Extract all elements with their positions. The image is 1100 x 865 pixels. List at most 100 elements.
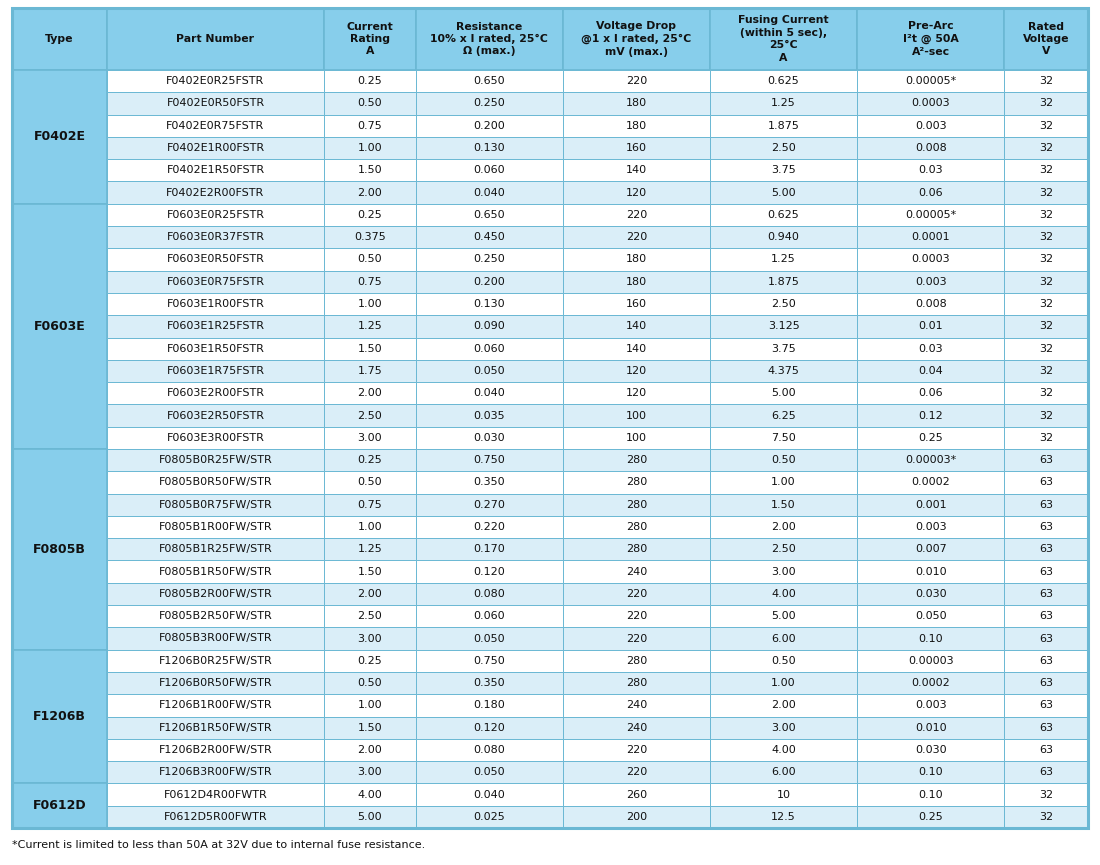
Bar xyxy=(324,382,416,405)
Bar xyxy=(1004,248,1088,271)
Bar xyxy=(710,739,857,761)
Bar xyxy=(107,293,324,315)
Text: 0.008: 0.008 xyxy=(915,143,947,153)
Text: F1206B3R00FW/STR: F1206B3R00FW/STR xyxy=(158,767,273,778)
Bar xyxy=(1004,761,1088,784)
Text: 0.50: 0.50 xyxy=(358,254,382,265)
Text: 3.00: 3.00 xyxy=(358,432,382,443)
Bar xyxy=(107,695,324,716)
Text: 1.25: 1.25 xyxy=(358,322,383,331)
Bar xyxy=(857,204,1004,226)
Text: 0.003: 0.003 xyxy=(915,701,947,710)
Text: 0.040: 0.040 xyxy=(473,790,505,799)
Text: 1.875: 1.875 xyxy=(768,277,800,287)
Text: 0.035: 0.035 xyxy=(473,411,505,420)
Text: F0603E0R25FSTR: F0603E0R25FSTR xyxy=(166,210,264,220)
Text: 220: 220 xyxy=(626,745,647,755)
Bar xyxy=(324,405,416,426)
Bar xyxy=(324,114,416,137)
Bar xyxy=(416,114,563,137)
Text: 32: 32 xyxy=(1040,411,1053,420)
Bar xyxy=(563,360,710,382)
Bar xyxy=(107,605,324,627)
Text: 63: 63 xyxy=(1040,544,1053,554)
Bar xyxy=(857,293,1004,315)
Text: 0.06: 0.06 xyxy=(918,188,943,197)
Bar xyxy=(563,805,710,828)
Bar xyxy=(416,382,563,405)
Text: 63: 63 xyxy=(1040,500,1053,509)
Bar xyxy=(563,605,710,627)
Bar xyxy=(710,182,857,204)
Bar xyxy=(563,405,710,426)
Bar xyxy=(1004,784,1088,805)
Bar xyxy=(416,426,563,449)
Bar xyxy=(563,204,710,226)
Bar xyxy=(416,137,563,159)
Bar xyxy=(107,561,324,583)
Text: 3.75: 3.75 xyxy=(771,165,796,176)
Text: F0805B2R50FW/STR: F0805B2R50FW/STR xyxy=(158,612,273,621)
Bar xyxy=(710,248,857,271)
Bar xyxy=(107,739,324,761)
Bar xyxy=(710,471,857,494)
Text: 0.0002: 0.0002 xyxy=(912,678,950,688)
Bar xyxy=(857,426,1004,449)
Text: 32: 32 xyxy=(1040,210,1053,220)
Text: 0.003: 0.003 xyxy=(915,277,947,287)
Text: 32: 32 xyxy=(1040,366,1053,376)
Text: Rated
Voltage
V: Rated Voltage V xyxy=(1023,22,1069,56)
Bar xyxy=(857,315,1004,337)
Text: 280: 280 xyxy=(626,522,647,532)
Bar xyxy=(107,159,324,182)
Text: 0.010: 0.010 xyxy=(915,722,947,733)
Bar xyxy=(710,226,857,248)
Text: 280: 280 xyxy=(626,678,647,688)
Text: 220: 220 xyxy=(626,232,647,242)
Bar xyxy=(710,8,857,70)
Bar xyxy=(857,695,1004,716)
Bar xyxy=(1004,8,1088,70)
Text: 0.00003*: 0.00003* xyxy=(905,455,956,465)
Text: F1206B1R50FW/STR: F1206B1R50FW/STR xyxy=(158,722,273,733)
Bar xyxy=(710,784,857,805)
Text: 63: 63 xyxy=(1040,522,1053,532)
Bar xyxy=(416,182,563,204)
Text: 1.25: 1.25 xyxy=(771,254,796,265)
Bar xyxy=(857,561,1004,583)
Text: 0.01: 0.01 xyxy=(918,322,943,331)
Bar xyxy=(107,70,324,93)
Bar xyxy=(710,271,857,293)
Text: 0.025: 0.025 xyxy=(473,812,505,822)
Text: 3.00: 3.00 xyxy=(358,767,382,778)
Bar xyxy=(107,716,324,739)
Text: 0.200: 0.200 xyxy=(473,121,505,131)
Text: 0.10: 0.10 xyxy=(918,790,943,799)
Text: 63: 63 xyxy=(1040,656,1053,666)
Bar xyxy=(710,360,857,382)
Text: 32: 32 xyxy=(1040,343,1053,354)
Text: 32: 32 xyxy=(1040,812,1053,822)
Bar xyxy=(107,137,324,159)
Bar xyxy=(1004,226,1088,248)
Bar xyxy=(1004,204,1088,226)
Text: F0805B0R25FW/STR: F0805B0R25FW/STR xyxy=(158,455,273,465)
Bar xyxy=(857,337,1004,360)
Text: F0402E1R50FSTR: F0402E1R50FSTR xyxy=(166,165,265,176)
Bar xyxy=(324,360,416,382)
Text: 1.50: 1.50 xyxy=(358,567,382,577)
Bar xyxy=(324,650,416,672)
Text: F0402E0R50FSTR: F0402E0R50FSTR xyxy=(166,99,265,108)
Text: 180: 180 xyxy=(626,254,647,265)
Bar xyxy=(563,739,710,761)
Bar xyxy=(416,471,563,494)
Text: 1.00: 1.00 xyxy=(358,299,382,309)
Bar xyxy=(857,761,1004,784)
Bar xyxy=(1004,538,1088,561)
Bar xyxy=(1004,605,1088,627)
Bar xyxy=(563,650,710,672)
Bar xyxy=(324,159,416,182)
Bar xyxy=(324,8,416,70)
Text: F1206B: F1206B xyxy=(33,710,86,723)
Text: 4.375: 4.375 xyxy=(768,366,800,376)
